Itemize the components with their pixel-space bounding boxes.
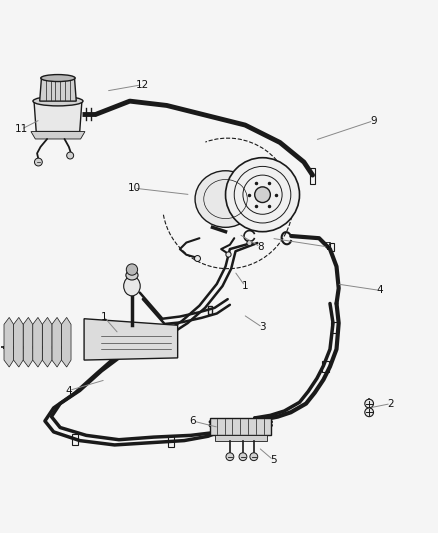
Circle shape [239, 453, 247, 461]
Text: 4: 4 [66, 385, 72, 395]
Text: 1: 1 [100, 312, 107, 321]
Polygon shape [14, 318, 23, 367]
Polygon shape [4, 318, 14, 367]
Text: 12: 12 [136, 79, 149, 90]
Circle shape [126, 264, 138, 275]
Circle shape [365, 399, 374, 408]
Ellipse shape [195, 171, 256, 228]
Circle shape [226, 453, 234, 461]
Polygon shape [61, 318, 71, 367]
Text: 4: 4 [377, 286, 383, 295]
Text: 9: 9 [370, 116, 377, 126]
Polygon shape [34, 101, 82, 132]
Text: 3: 3 [259, 322, 266, 333]
Polygon shape [31, 132, 85, 139]
Text: 1: 1 [242, 281, 248, 291]
Circle shape [250, 453, 258, 461]
Text: 6: 6 [190, 416, 196, 426]
Ellipse shape [41, 75, 75, 82]
Circle shape [67, 152, 74, 159]
Circle shape [254, 187, 270, 203]
Ellipse shape [126, 270, 138, 280]
Circle shape [35, 158, 42, 166]
Ellipse shape [33, 96, 83, 106]
Text: 7: 7 [325, 242, 331, 252]
Text: 5: 5 [270, 455, 277, 465]
Polygon shape [210, 417, 271, 435]
Text: 8: 8 [257, 242, 264, 252]
Polygon shape [33, 318, 42, 367]
Polygon shape [215, 435, 267, 441]
Text: 10: 10 [127, 183, 141, 193]
Text: 2: 2 [388, 399, 394, 409]
Polygon shape [52, 318, 61, 367]
Text: 11: 11 [14, 124, 28, 134]
Polygon shape [40, 78, 76, 101]
Circle shape [247, 240, 252, 246]
Circle shape [226, 158, 300, 232]
Ellipse shape [124, 276, 140, 296]
Polygon shape [84, 319, 178, 360]
Polygon shape [23, 318, 33, 367]
Circle shape [365, 408, 374, 417]
Polygon shape [42, 318, 52, 367]
